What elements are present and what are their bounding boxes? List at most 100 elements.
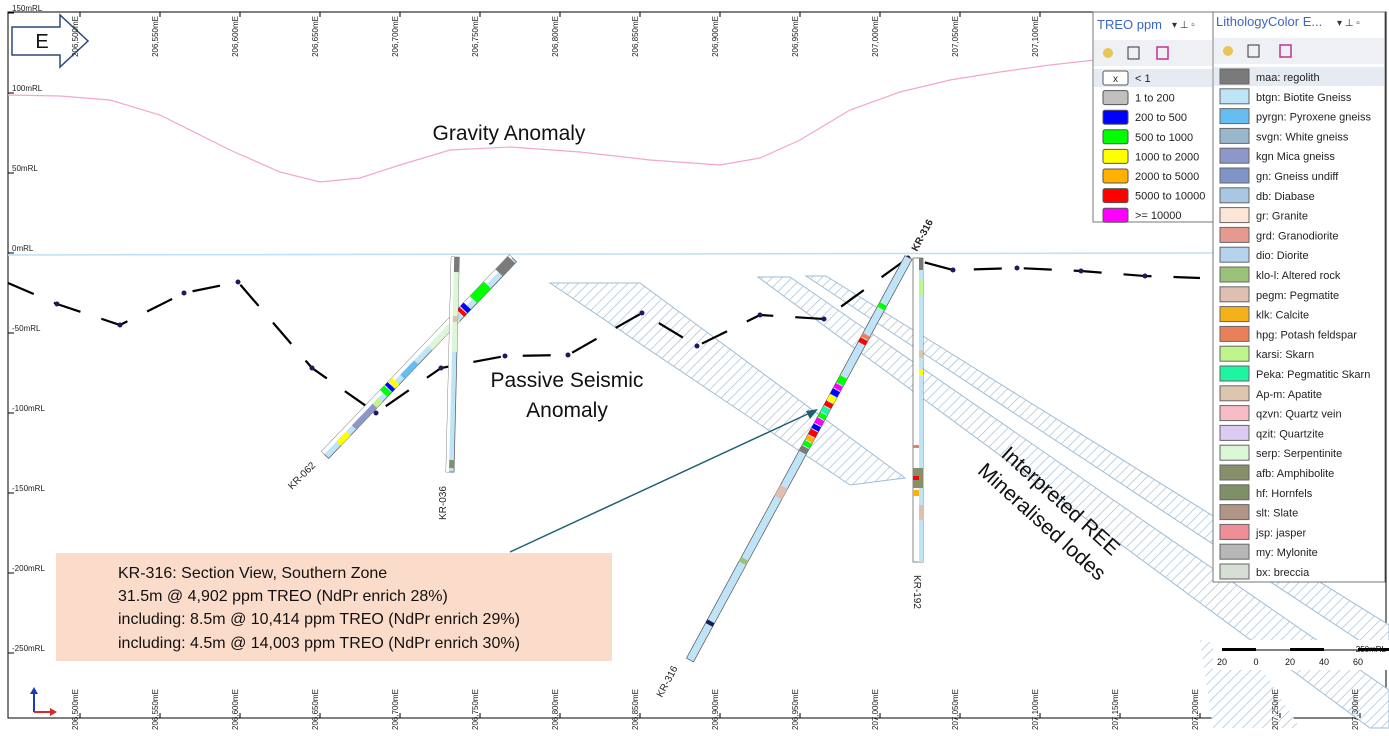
bottom-tick-label: 207,100mE — [1031, 689, 1040, 730]
seismic-point — [1079, 269, 1084, 274]
legend-menu[interactable]: ▾ ⊥ ▫ — [1337, 18, 1360, 29]
top-tick-label: 206,650mE — [311, 16, 320, 57]
legend-swatch — [1220, 267, 1249, 282]
callout-line: 31.5m @ 4,902 ppm TREO (NdPr enrich 28%) — [118, 588, 448, 605]
toolbar-button[interactable] — [1223, 46, 1233, 56]
bottom-tick-label: 206,600mE — [231, 689, 240, 730]
legend-label: gn: Gneiss undiff — [1256, 171, 1339, 183]
legend-swatch — [1220, 406, 1249, 421]
bottom-tick-label: 206,950mE — [791, 689, 800, 730]
legend-label: btgn: Biotite Gneiss — [1256, 92, 1352, 104]
legend-label: jsp: jasper — [1255, 527, 1306, 539]
legend-label: svgn: White gneiss — [1256, 131, 1349, 143]
elevation-label: -200mRL — [12, 564, 45, 573]
legend-swatch — [1220, 366, 1249, 381]
legend-label: serp: Serpentinite — [1256, 448, 1342, 460]
legend-label: 5000 to 10000 — [1135, 191, 1205, 203]
legend-swatch — [1220, 326, 1249, 341]
elevation-label: 50mRL — [12, 164, 38, 173]
legend-swatch — [1220, 89, 1249, 104]
bottom-tick-label: 207,200mE — [1191, 689, 1200, 730]
bottom-tick-label: 207,000mE — [871, 689, 880, 730]
seismic-point — [55, 302, 60, 307]
bottom-tick-label: 206,900mE — [711, 689, 720, 730]
legend-label: klo-l: Altered rock — [1256, 270, 1341, 282]
scale-label: 60 — [1353, 657, 1363, 667]
legend-label: kgn Mica gneiss — [1256, 151, 1335, 163]
seismic-point — [118, 323, 123, 328]
seismic-point — [236, 280, 241, 285]
legend-label: klk: Calcite — [1256, 310, 1309, 322]
scale-label: 20 — [1285, 657, 1295, 667]
elevation-label: 150mRL — [12, 4, 43, 13]
seismic-point — [951, 268, 956, 273]
legend-label: 200 to 500 — [1135, 112, 1187, 124]
bottom-tick-label: 207,300mE — [1351, 689, 1360, 730]
legend-swatch — [1220, 307, 1249, 322]
toolbar-button[interactable] — [1103, 48, 1113, 58]
legend-label: hpg: Potash feldspar — [1256, 329, 1357, 341]
legend-label: < 1 — [1135, 73, 1151, 85]
elevation-label: -100mRL — [12, 404, 45, 413]
seismic-point — [374, 411, 379, 416]
top-tick-label: 206,700mE — [391, 16, 400, 57]
legend-label: dio: Diorite — [1256, 250, 1309, 262]
hole-label: KR-192 — [911, 575, 922, 609]
legend-swatch — [1220, 69, 1249, 84]
legend-label: Ap-m: Apatite — [1256, 389, 1322, 401]
seismic-point — [822, 317, 827, 322]
legend-swatch — [1103, 208, 1128, 222]
seismic-point — [310, 366, 315, 371]
legend-label: Peka: Pegmatitic Skarn — [1256, 369, 1370, 381]
legend-swatch — [1220, 425, 1249, 440]
legend-swatch — [1220, 247, 1249, 262]
legend-swatch — [1220, 128, 1249, 143]
legend-label: grd: Granodiorite — [1256, 230, 1339, 242]
scale-label: 0 — [1253, 657, 1258, 667]
seismic-point — [1015, 266, 1020, 271]
section-view: KR-316: Section View, Southern Zone 31.5… — [0, 0, 1389, 731]
top-tick-label: 207,050mE — [951, 16, 960, 57]
legend-toolbar — [1214, 38, 1384, 64]
scale-label: 40 — [1319, 657, 1329, 667]
bottom-tick-label: 206,800mE — [551, 689, 560, 730]
seismic-label: Anomaly — [526, 399, 608, 422]
lithology-legend: LithologyColor E... ▾ ⊥ ▫ maa: regolithb… — [1213, 12, 1385, 582]
legend-label: bx: breccia — [1256, 567, 1310, 579]
top-tick-label: 206,600mE — [231, 16, 240, 57]
gravity-label: Gravity Anomaly — [433, 122, 586, 145]
callout-line: including: 4.5m @ 14,003 ppm TREO (NdPr … — [118, 635, 520, 652]
scale-segment — [1290, 648, 1324, 651]
seismic-point — [695, 344, 700, 349]
top-tick-label: 206,500mE — [71, 16, 80, 57]
legend-menu[interactable]: ▾ ⊥ ▫ — [1172, 20, 1195, 31]
legend-label: hf: Hornfels — [1256, 488, 1313, 500]
bottom-tick-label: 207,150mE — [1111, 689, 1120, 730]
legend-label: qzvn: Quartz vein — [1256, 409, 1342, 421]
legend-label: pegm: Pegmatite — [1256, 290, 1339, 302]
direction-label: E — [35, 31, 48, 53]
legend-swatch — [1103, 149, 1128, 163]
legend-swatch — [1220, 227, 1249, 242]
legend-swatch — [1103, 189, 1128, 203]
callout-line: including: 8.5m @ 10,414 ppm TREO (NdPr … — [118, 611, 520, 628]
legend-label: slt: Slate — [1256, 508, 1298, 520]
seismic-point — [758, 313, 763, 318]
seismic-point — [182, 291, 187, 296]
top-tick-label: 206,800mE — [551, 16, 560, 57]
seismic-label: Passive Seismic — [491, 369, 644, 392]
legend-swatch — [1220, 188, 1249, 203]
elevation-label: 0mRL — [12, 244, 34, 253]
legend-swatch — [1220, 524, 1249, 539]
treo-legend: TREO ppm ▾ ⊥ ▫ x< 11 to 200200 to 500500… — [1093, 12, 1213, 222]
scale-bar: 2002040608-250mRL — [1213, 640, 1389, 670]
top-tick-label: 206,850mE — [631, 16, 640, 57]
scale-segment — [1222, 648, 1256, 651]
legend-swatch — [1220, 109, 1249, 124]
legend-swatch — [1220, 485, 1249, 500]
top-tick-label: 206,950mE — [791, 16, 800, 57]
legend-swatch — [1220, 208, 1249, 223]
bottom-tick-label: 207,250mE — [1271, 689, 1280, 730]
legend-label: my: Mylonite — [1256, 547, 1318, 559]
seismic-point — [640, 311, 645, 316]
